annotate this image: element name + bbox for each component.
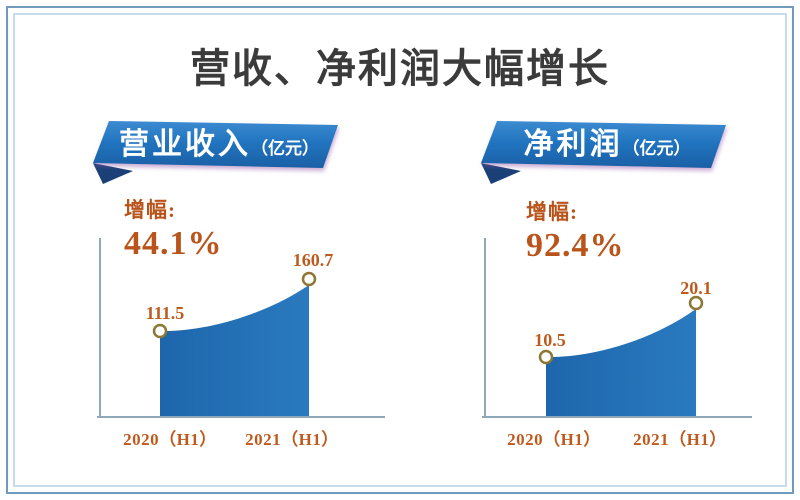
profit-area-shape xyxy=(546,309,696,417)
revenue-value-2021: 160.7 xyxy=(292,250,334,270)
revenue-growth-block: 增幅: 44.1% xyxy=(124,198,223,263)
ribbon-body xyxy=(93,121,338,168)
revenue-banner-text: 营业收入（亿元） xyxy=(85,126,353,169)
revenue-point-2020-marker xyxy=(152,323,168,339)
revenue-banner-title: 营业收入 xyxy=(119,128,251,161)
revenue-xlabel-2021: 2021（H1） xyxy=(245,430,339,449)
profit-value-2021: 20.1 xyxy=(680,278,712,298)
profit-banner-title: 净利润 xyxy=(523,128,623,161)
revenue-growth-value: 44.1% xyxy=(124,225,223,263)
revenue-area-chart xyxy=(97,238,385,418)
profit-banner-ribbon xyxy=(481,121,726,184)
profit-growth-value: 92.4% xyxy=(526,227,625,265)
revenue-banner-ribbon xyxy=(93,121,338,184)
ribbon-body xyxy=(481,121,726,168)
revenue-area-shape xyxy=(160,285,309,417)
profit-point-2020-marker xyxy=(538,349,554,365)
profit-banner-unit: （亿元） xyxy=(622,139,691,158)
page-title: 营收、净利润大幅增长 xyxy=(190,46,610,91)
profit-growth-label: 增幅: xyxy=(526,200,578,224)
profit-xlabel-2020: 2020（H1） xyxy=(507,430,601,449)
revenue-growth-label: 增幅: xyxy=(124,198,176,222)
revenue-xlabel-2020: 2020（H1） xyxy=(123,430,217,449)
profit-banner-text: 净利润（亿元） xyxy=(473,126,741,169)
revenue-value-2020: 111.5 xyxy=(145,303,185,323)
revenue-point-2021-marker xyxy=(301,271,317,287)
ribbon-fold xyxy=(481,163,521,184)
profit-point-2021-marker xyxy=(688,295,704,311)
revenue-banner-unit: （亿元） xyxy=(251,139,319,158)
profit-xlabel-2021: 2021（H1） xyxy=(633,430,727,449)
profit-area-chart xyxy=(482,238,752,418)
ribbon-fold xyxy=(93,163,133,184)
profit-value-2020: 10.5 xyxy=(534,330,566,350)
profit-growth-block: 增幅: 92.4% xyxy=(526,200,625,265)
